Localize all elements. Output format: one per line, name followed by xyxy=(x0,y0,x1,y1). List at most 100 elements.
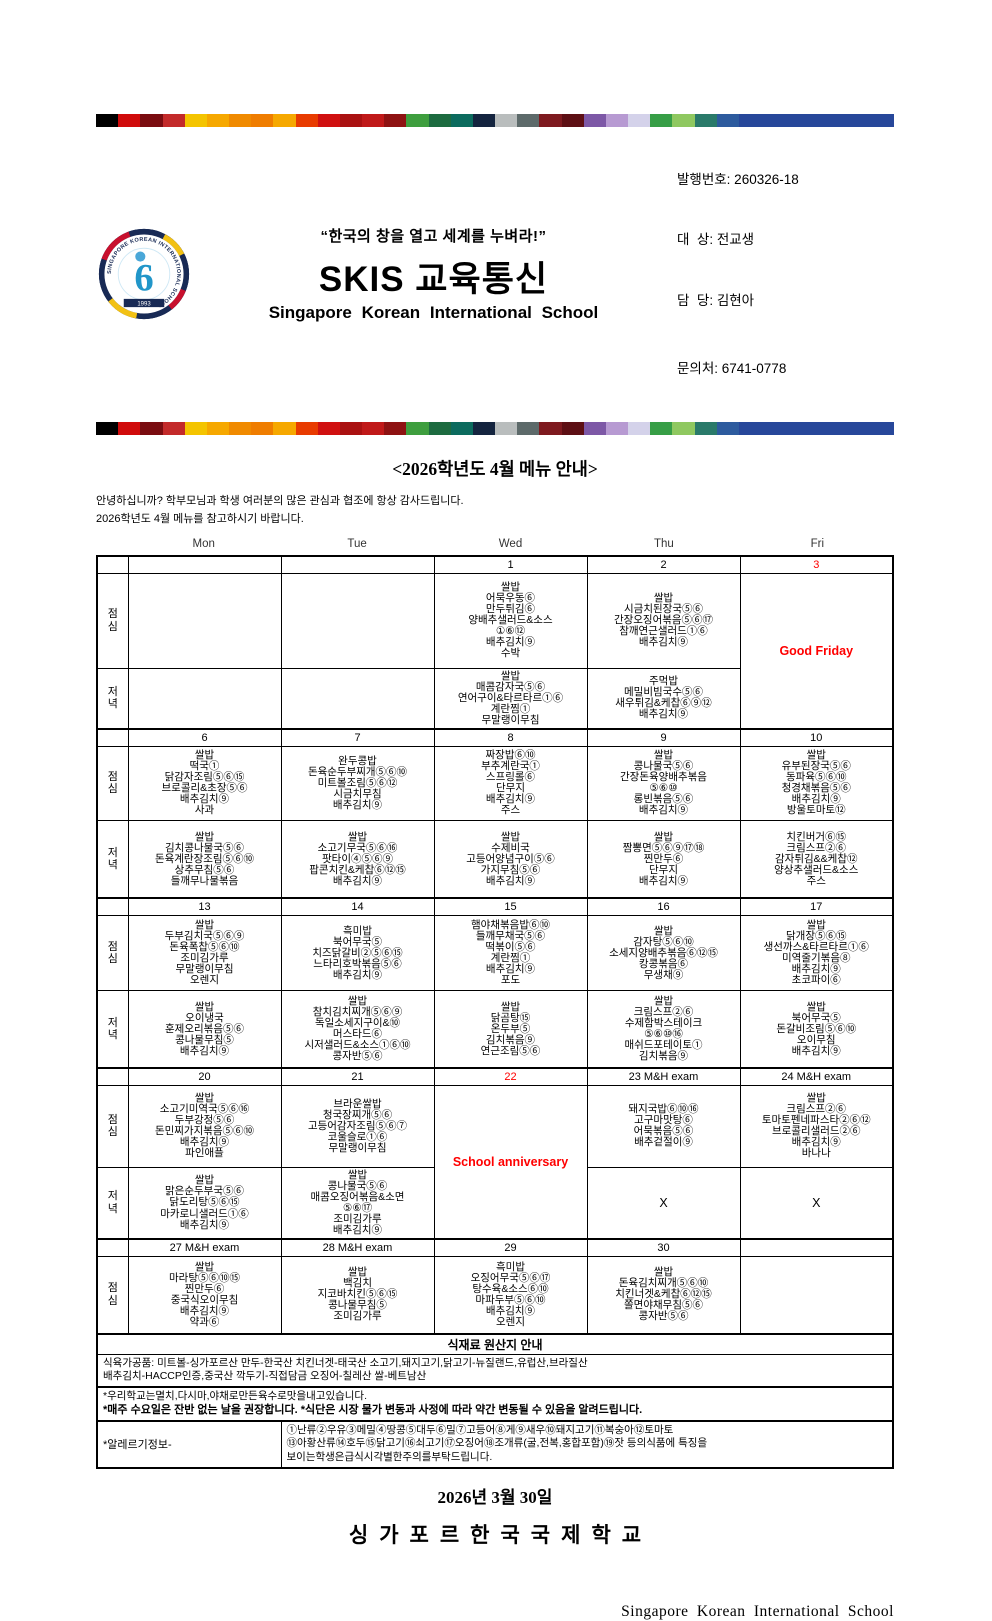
menu-item: 김치볶음⑨ xyxy=(638,1050,689,1063)
strip-segment xyxy=(96,421,119,435)
menu-cell: 쌀밥 오이냉국 훈제오리볶음⑤⑥ 콩나물무침⑤ 배추김치⑨ xyxy=(127,990,282,1069)
strip-segment xyxy=(229,114,252,127)
menu-item: 쌀밥 xyxy=(347,995,368,1008)
footer-notes-row: *우리학교는멸치,다시마,야채로만든육수로맛을내고있습니다. *매주 수요일은 잔… xyxy=(96,1385,894,1422)
menu-item: 쌀밥 xyxy=(347,1168,368,1181)
menu-item: 시금치무침 xyxy=(333,787,382,800)
menu-item: 배추김치⑨ xyxy=(179,1044,230,1057)
menu-cell: 쌀밥 백김치 지코바치킨⑤⑥⑮ 콩나물무침⑤ 조미김가루 xyxy=(280,1256,435,1335)
weekday-tue: Tue xyxy=(347,537,367,550)
menu-item: 돈육순두부찌개⑤⑥⑩ xyxy=(307,765,408,778)
menu-item: 쫄면야채무침⑤⑥ xyxy=(624,1299,703,1312)
menu-item: 시금치된장국⑤⑥ xyxy=(624,603,703,616)
menu-item: 주스 xyxy=(500,804,521,817)
calendar-date-row: 13 14 15 16 17 xyxy=(96,897,894,917)
strip-segment xyxy=(362,114,385,127)
strip-segment xyxy=(561,421,584,435)
menu-item: 흑미밥 xyxy=(496,1260,525,1273)
menu-item: 미트볼조림⑤⑥⑫ xyxy=(317,776,398,789)
logo-six-glyph: 6 xyxy=(134,258,153,300)
menu-item: 북어무국⑤ xyxy=(791,1011,841,1024)
menu-item: 떡볶이⑤⑥ xyxy=(485,941,536,954)
menu-item: 배추김치⑨ xyxy=(485,963,536,976)
menu-item: 무말랭이무침 xyxy=(175,963,234,976)
menu-item: 쌀밥 xyxy=(653,830,674,843)
strip-segment xyxy=(118,114,141,127)
menu-item: 조미김가루 xyxy=(333,1213,382,1226)
issue-info: 발행번호: 260326-18 대 상: 전교생 담 당: 김현아 문의처: 6… xyxy=(677,129,892,420)
menu-item: 무생채⑨ xyxy=(643,968,684,981)
menu-item: 느타리호박볶음⑤⑥ xyxy=(313,957,402,970)
menu-item: 배추김치⑨ xyxy=(485,874,536,887)
date-cell: 15 xyxy=(433,897,588,917)
menu-item: 약과⑥ xyxy=(189,1315,220,1328)
strip-segment xyxy=(605,114,629,127)
strip-segment xyxy=(583,114,606,127)
calendar-meal-row: 점 심 쌀밥 떡국① 닭감자조림⑤⑥⑮ 브로콜리&초장⑤⑥ 배추김치⑨ 사과 완두콩밥 돈육순두부… xyxy=(96,745,894,821)
rainbow-strip-bottom xyxy=(96,421,895,435)
menu-cell: School anniversary xyxy=(433,1084,588,1240)
menu-item: ⑤⑥⑩ xyxy=(649,782,678,795)
menu-item: 머스타드⑥ xyxy=(332,1028,383,1041)
greeting-text: 안녕하십니까? 학부모님과 학생 여러분의 많은 관심과 협조에 항상 감사드립… xyxy=(96,492,894,529)
menu-item: 떡국① xyxy=(189,760,220,773)
date-cell: 20 xyxy=(127,1066,282,1086)
menu-item: ①⑥⑫ xyxy=(495,625,526,638)
menu-item: 치즈닭갈비②⑤⑥⑮ xyxy=(312,946,403,959)
rainbow-strip-top xyxy=(96,114,895,127)
allergy-line: ①난류②우유③메밀④땅콩⑤대두⑥밀⑦고등어⑧게⑨새우⑩돼지고기⑪복숭아⑫토마토 xyxy=(286,1423,674,1436)
issue-manager: 담 당: 김현아 xyxy=(677,293,755,308)
menu-cell xyxy=(280,667,435,730)
footer-origin-title: 식재료 원산지 안내 xyxy=(96,1332,894,1355)
date-cell xyxy=(127,554,282,574)
weekday-mon: Mon xyxy=(192,537,215,550)
date-cell xyxy=(739,1238,894,1258)
allergy-label: *알레르기정보- xyxy=(96,1419,282,1469)
menu-item: 쌀밥 xyxy=(806,1000,826,1013)
menu-cell: 쌀밥 수제비국 고등어양념구이⑤⑥ 가지무침⑤⑥ 배추김치⑨ xyxy=(433,819,588,899)
menu-cell: 쌀밥 참치김치찌개⑤⑥⑨ 독일소세지구이&⑩ 머스타드⑥ 시저샐러드&소스①⑥⑩ 콩자반⑤… xyxy=(280,990,435,1069)
menu-item: 쌀밥 xyxy=(194,1174,215,1187)
strip-segment xyxy=(317,421,340,435)
menu-item: 참깨연근샐러드①⑥ xyxy=(619,625,708,638)
menu-cell: 쌀밥 북어무국⑤ 돈갈비조림⑤⑥⑩ 오이무침 배추김치⑨ xyxy=(739,990,894,1069)
menu-item: 쌀밥 xyxy=(194,749,215,762)
menu-item: 양상추샐러드&소스 xyxy=(774,863,859,876)
date-row-spacer xyxy=(96,727,129,747)
date-cell: 24 M&H exam xyxy=(739,1066,894,1086)
menu-item: 방울토마토⑫ xyxy=(786,804,846,817)
menu-item: 크림스프②⑥ xyxy=(786,841,847,854)
menu-item: 쌀밥 xyxy=(194,1260,215,1273)
strip-segment xyxy=(162,421,185,435)
strip-segment xyxy=(650,421,673,435)
menu-item: 쌀밥 xyxy=(194,919,215,932)
menu-cell: 치킨버거⑥⑮ 크림스프②⑥ 감자튀김&&케찹⑫ 양상추샐러드&소스 주스 xyxy=(739,819,894,899)
menu-item: 상추무침⑤⑥ xyxy=(174,863,235,876)
menu-cell xyxy=(280,572,435,669)
date-cell: 16 xyxy=(586,897,741,917)
footer-allergy-row: *알레르기정보- ①난류②우유③메밀④땅콩⑤대두⑥밀⑦고등어⑧게⑨새우⑩돼지고기⑪… xyxy=(96,1419,894,1469)
calendar-date-row: 6 7 8 9 10 xyxy=(96,727,894,747)
menu-cell: X xyxy=(739,1166,894,1240)
calendar-meal-row: 저 녁 쌀밥 김치콩나물국⑤⑥ 돈육계란장조림⑤⑥⑩ 상추무침⑤⑥ 들깨무나물볶음 쌀밥 소고기… xyxy=(96,819,894,899)
strip-segment xyxy=(295,421,318,435)
menu-cell xyxy=(127,572,282,669)
closing-school-english: Singapore Korean International School xyxy=(621,1602,894,1620)
menu-item: 연근조림⑤⑥ xyxy=(480,1044,541,1057)
strip-segment xyxy=(495,421,518,435)
menu-item: 매콤오징어볶음&소면 xyxy=(310,1190,405,1203)
menu-cell: 흑미밥 북어무국⑤ 치즈닭갈비②⑤⑥⑮ 느타리호박볶음⑤⑥ 배추김치⑨ xyxy=(280,915,435,992)
menu-cell: 쌀밥 크림스프②⑥ 수제함박스테이크 ⑤⑥⑩⑯ 매쉬드포테이토① 김치볶음⑨ xyxy=(586,990,741,1069)
menu-item: 지코바치킨⑤⑥⑮ xyxy=(317,1288,398,1301)
strip-segment xyxy=(650,114,673,127)
menu-item: 쌀밥 xyxy=(194,1000,215,1013)
menu-item: 메밀비빔국수⑤⑥ xyxy=(624,686,703,699)
date-cell: 27 M&H exam xyxy=(127,1238,282,1258)
strip-segment xyxy=(539,421,562,435)
menu-item: 무말랭이무침 xyxy=(328,1141,387,1154)
